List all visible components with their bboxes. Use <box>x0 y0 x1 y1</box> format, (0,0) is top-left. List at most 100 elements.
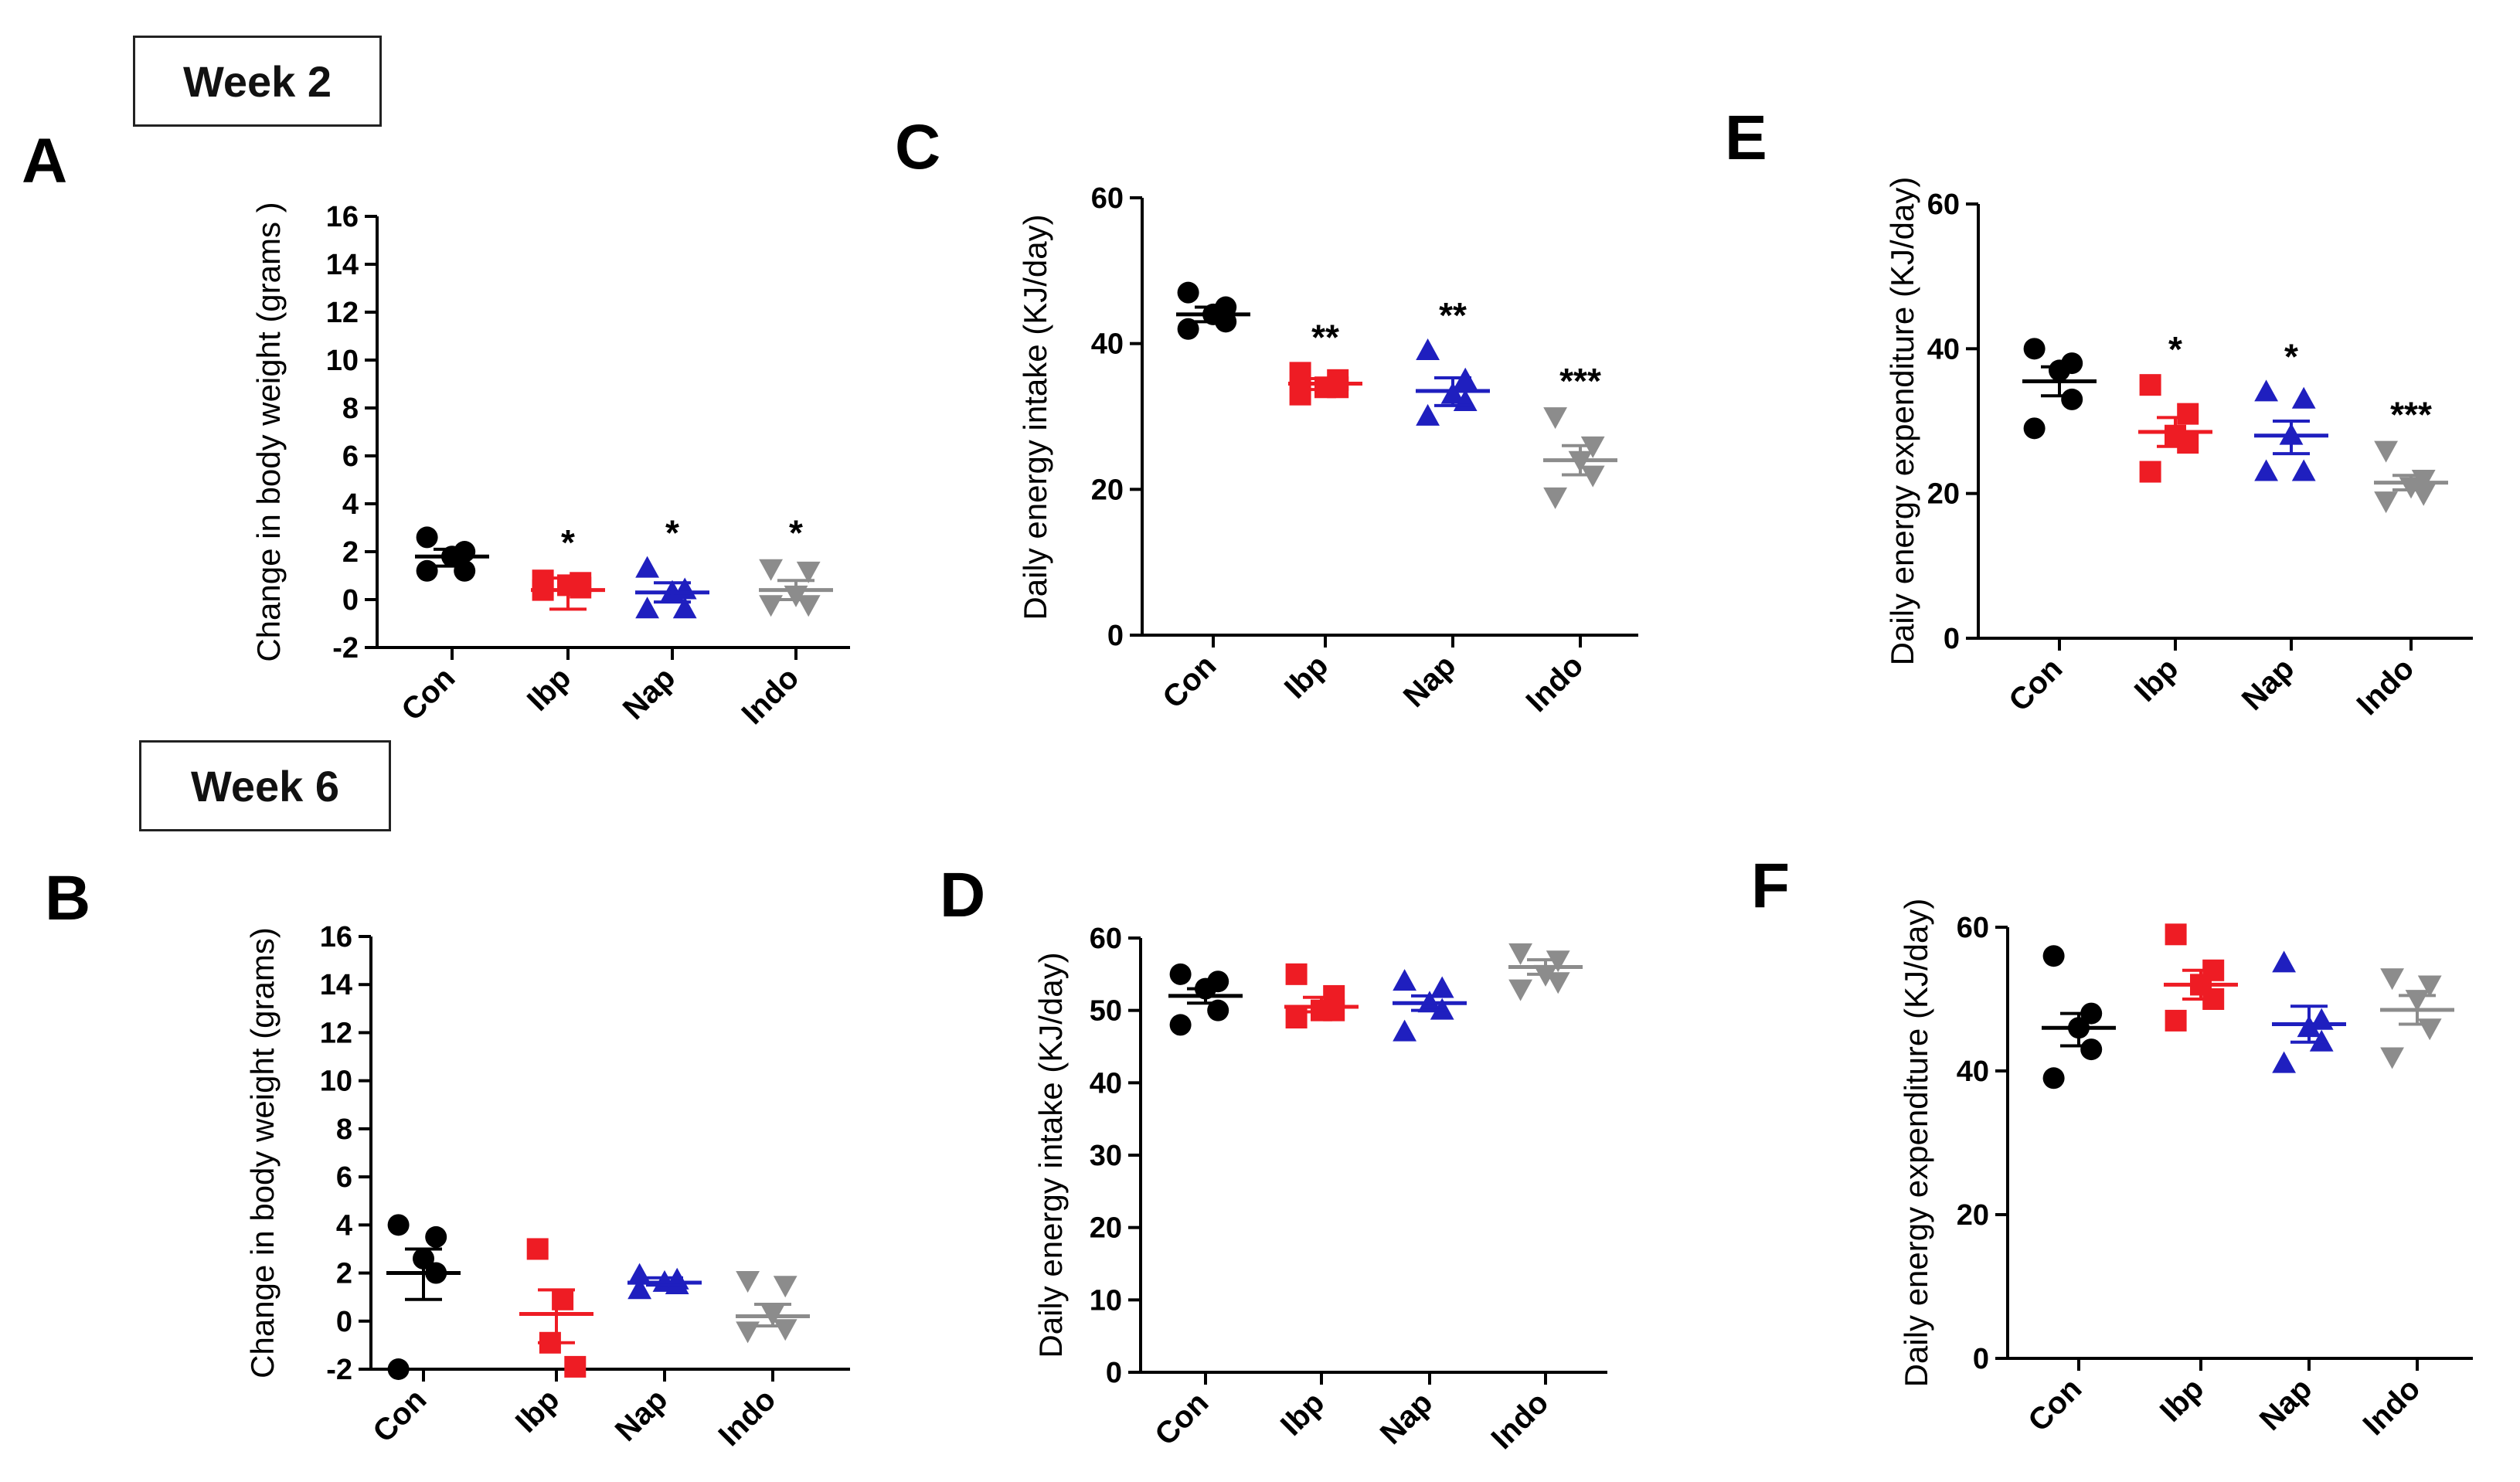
week-6-label: Week 6 <box>139 740 391 831</box>
data-point <box>1289 362 1311 384</box>
x-tick-label: Nap <box>2253 1372 2319 1437</box>
panel-letter-f: F <box>1751 851 1791 921</box>
series-con <box>2042 945 2116 1089</box>
data-point <box>635 556 659 578</box>
data-point <box>2177 432 2199 454</box>
y-tick-label: 4 <box>336 1209 352 1242</box>
data-point <box>1546 972 1570 994</box>
panel-letter-d: D <box>940 860 986 930</box>
data-point <box>635 597 659 619</box>
panel-d: 0 10 20 30 40 50 60 Daily energy intake (KJ/day… <box>1032 923 1607 1456</box>
y-tick-label: -2 <box>326 1354 352 1386</box>
x-tick-label: Indo <box>2357 1372 2427 1442</box>
data-point <box>1580 465 1605 488</box>
data-point <box>773 1319 797 1341</box>
data-point <box>1546 950 1570 973</box>
data-point <box>2139 461 2161 483</box>
y-tick-label: 6 <box>342 440 359 473</box>
data-point <box>1169 1014 1192 1036</box>
series-indo: *** <box>2374 394 2448 514</box>
significance-label: ** <box>1311 317 1339 357</box>
series-con <box>1176 281 1250 340</box>
series-ibp: ** <box>1288 317 1362 406</box>
data-point <box>1543 487 1567 509</box>
x-tick-label: Nap <box>609 1382 675 1448</box>
series-nap <box>2272 950 2346 1073</box>
y-tick-label: 2 <box>342 536 359 569</box>
significance-label: * <box>561 522 575 563</box>
y-tick-label: 12 <box>320 1017 352 1049</box>
series-ibp: * <box>2138 329 2212 483</box>
y-tick-label: 6 <box>336 1161 352 1194</box>
significance-label: *** <box>1559 361 1601 401</box>
y-tick-label: 16 <box>320 921 352 953</box>
data-point <box>1430 976 1454 998</box>
data-point <box>736 1321 760 1344</box>
y-tick-label: 20 <box>1927 478 1960 511</box>
data-point <box>2272 1051 2296 1073</box>
x-tick-label: Nap <box>2236 651 2301 717</box>
y-axis-label: Daily energy expenditure (KJ/day) <box>1898 899 1934 1388</box>
series-nap: * <box>635 513 709 619</box>
panel-letter-e: E <box>1725 103 1767 173</box>
y-tick-label: 50 <box>1090 995 1122 1028</box>
data-point <box>1430 998 1454 1020</box>
x-tick-label: Ibp <box>509 1382 566 1440</box>
data-point <box>2023 338 2046 360</box>
data-point <box>2165 923 2187 946</box>
y-tick-label: 30 <box>1090 1140 1122 1172</box>
y-tick-label: 8 <box>336 1113 352 1146</box>
y-tick-label: 14 <box>320 969 352 1001</box>
panel-b: -2 0 2 4 6 8 10 12 14 16 Change in body weight (gr… <box>244 921 850 1453</box>
series-indo <box>736 1270 810 1344</box>
y-tick-label: 2 <box>336 1258 352 1290</box>
data-point <box>2254 379 2278 402</box>
y-axis-label: Daily energy expenditure (KJ/day) <box>1884 177 1920 666</box>
data-point <box>1543 407 1567 430</box>
series-ibp: * <box>531 522 605 611</box>
x-tick-label: Con <box>395 661 461 727</box>
y-tick-label: 10 <box>320 1066 352 1098</box>
x-tick-label: Nap <box>617 661 682 726</box>
x-tick-label: Con <box>1148 1385 1215 1452</box>
data-point <box>2380 968 2404 991</box>
y-tick-label: 0 <box>1107 620 1124 652</box>
data-point <box>2309 1029 2334 1052</box>
data-point <box>736 1270 760 1293</box>
y-tick-label: 0 <box>1106 1357 1122 1389</box>
data-point <box>425 1225 447 1248</box>
x-tick-label: Ibp <box>1274 1385 1331 1443</box>
data-point <box>1289 383 1311 406</box>
data-point <box>1177 318 1199 340</box>
y-tick-label: 40 <box>1091 328 1124 361</box>
data-point <box>2139 374 2161 396</box>
series-con <box>2022 338 2097 440</box>
x-tick-label: Indo <box>1520 648 1590 719</box>
data-point <box>1285 963 1308 985</box>
panel-f: 0 20 40 60 Daily energy expenditure (KJ/day)… <box>1898 899 2473 1442</box>
x-tick-label: Ibp <box>521 661 578 718</box>
data-point <box>2291 386 2316 409</box>
data-point <box>2254 459 2278 481</box>
data-point <box>2374 440 2398 463</box>
data-point <box>1533 964 1558 987</box>
x-tick-label: Con <box>1156 648 1223 715</box>
significance-label: *** <box>2390 394 2432 434</box>
y-tick-label: -2 <box>332 632 359 665</box>
panel-letter-a: A <box>22 126 68 196</box>
data-point <box>416 559 438 582</box>
data-point <box>2177 403 2199 425</box>
y-tick-label: 60 <box>1091 182 1124 215</box>
data-point <box>1285 1007 1308 1029</box>
significance-label: * <box>665 513 679 553</box>
series-nap <box>627 1263 702 1300</box>
significance-label: * <box>2284 337 2298 377</box>
panel-a: -2 0 2 4 6 8 10 12 14 16 Change in body weight (gr… <box>250 201 850 731</box>
y-tick-label: 60 <box>1927 189 1960 221</box>
data-point <box>2042 945 2065 967</box>
data-point <box>1508 943 1532 965</box>
data-point <box>1393 1019 1416 1042</box>
data-point <box>2417 975 2442 998</box>
